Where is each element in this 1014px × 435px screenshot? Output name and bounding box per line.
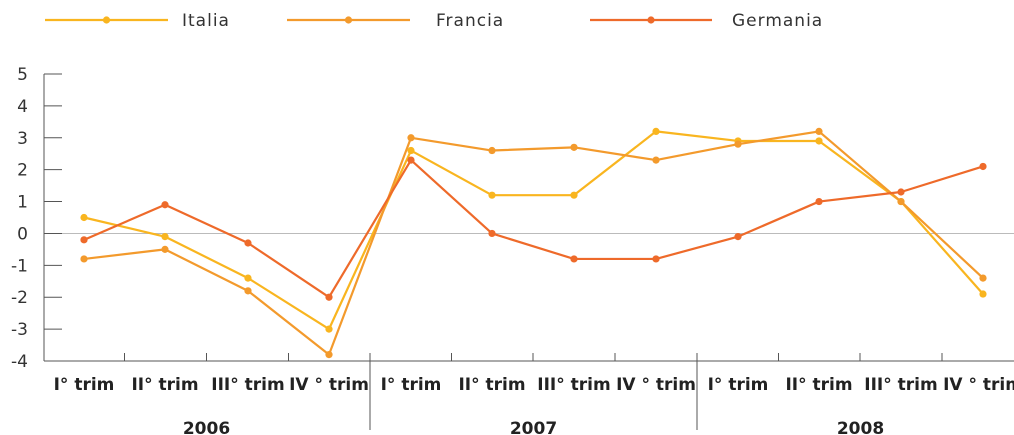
series-francia (80, 127, 987, 359)
data-point (161, 233, 169, 241)
x-tick-label: III° trim (864, 375, 937, 395)
data-point (161, 245, 169, 253)
y-tick-label: 4 (17, 97, 28, 117)
data-point (244, 274, 252, 282)
series-germania (80, 156, 987, 301)
x-tick-label: II° trim (785, 375, 852, 395)
series-group (80, 127, 987, 359)
y-tick-label: -2 (11, 288, 28, 308)
y-tick-label: 5 (17, 65, 28, 85)
y-tick-label: 0 (17, 224, 28, 244)
data-point (407, 134, 415, 142)
data-point (80, 255, 88, 263)
data-point (815, 197, 823, 206)
data-point (80, 236, 88, 244)
series-italia (80, 127, 987, 333)
x-tick-label: I° trim (708, 375, 769, 395)
y-tick-label: -1 (11, 256, 28, 276)
legend-label: Francia (436, 11, 504, 31)
data-point (325, 293, 333, 301)
y-tick-label: 3 (17, 129, 28, 149)
data-point (161, 201, 169, 209)
data-point (897, 188, 905, 196)
data-point (570, 191, 578, 199)
legend-label: Italia (182, 11, 230, 31)
x-tick-label: IV ° trim (289, 375, 369, 395)
legend-swatch-marker (344, 16, 353, 24)
y-tick-label: 2 (17, 161, 28, 181)
data-point (407, 156, 415, 164)
series-line (83, 130, 984, 331)
data-point (652, 255, 660, 263)
data-point (979, 274, 987, 282)
series-line (83, 159, 984, 299)
data-point (897, 197, 905, 206)
legend-label: Germania (732, 11, 823, 31)
data-point (570, 255, 578, 263)
data-point (815, 127, 823, 135)
data-point (80, 213, 88, 222)
x-tick-label: I° trim (381, 375, 442, 395)
data-point (652, 127, 660, 135)
data-point (570, 143, 578, 151)
data-point (734, 233, 742, 241)
x-tick-label: III° trim (537, 375, 610, 395)
x-tick-label: II° trim (131, 375, 198, 395)
legend: Italia Francia Germania (45, 11, 823, 31)
series-line (83, 130, 984, 356)
x-tick-label: I° trim (54, 375, 115, 395)
data-point (244, 239, 252, 247)
data-point (652, 156, 660, 164)
data-point (325, 351, 333, 359)
legend-swatch-marker (647, 16, 655, 24)
legend-item-francia: Francia (287, 11, 504, 31)
year-label: 2006 (183, 419, 230, 435)
legend-item-germania: Germania (590, 11, 823, 31)
x-tick-label: II° trim (458, 375, 525, 395)
y-tick-label: 1 (17, 193, 28, 213)
data-point (734, 140, 742, 148)
year-label: 2007 (510, 419, 557, 435)
x-tick-label: III° trim (211, 375, 284, 395)
legend-item-italia: Italia (45, 11, 230, 31)
data-point (325, 325, 333, 333)
x-tick-label: IV ° trim (616, 375, 696, 395)
data-point (979, 162, 987, 171)
data-point (815, 137, 823, 145)
y-tick-label: -3 (11, 320, 28, 340)
data-point (244, 287, 252, 295)
data-point (979, 290, 987, 298)
y-tick-label: -4 (11, 352, 28, 372)
data-point (488, 229, 496, 238)
data-point (407, 146, 415, 155)
data-point (488, 191, 496, 199)
legend-swatch-marker (102, 16, 111, 24)
year-label: 2008 (837, 419, 884, 435)
data-point (488, 146, 496, 155)
x-tick-label: IV ° trim (943, 375, 1014, 395)
